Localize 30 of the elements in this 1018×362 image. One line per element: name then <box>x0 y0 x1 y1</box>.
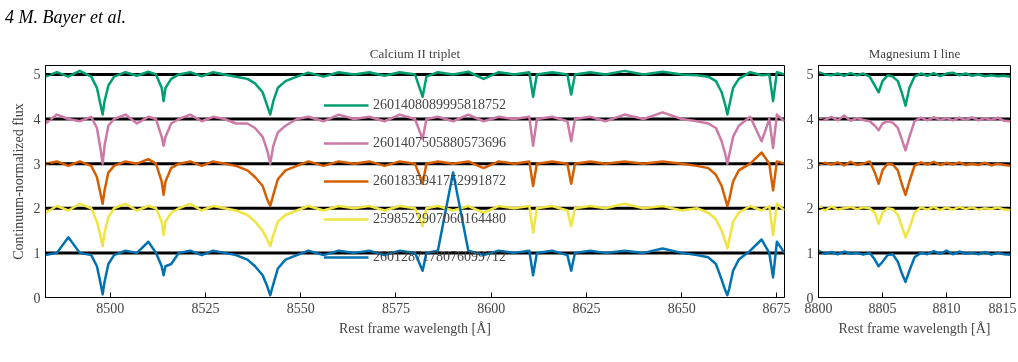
text: 4 M. Bayer et al. <box>5 6 126 29</box>
x-axis-title: Rest frame wavelength [Å] <box>339 320 491 336</box>
y-tick-label: 5 <box>33 67 41 83</box>
y-tick-label: 4 <box>33 112 41 128</box>
x-tick-label: 8500 <box>96 300 125 316</box>
y-tick-label: 4 <box>806 112 814 128</box>
y-tick-label: 5 <box>806 67 814 83</box>
y-tick-label: 3 <box>806 156 814 172</box>
y-tick-label: 0 <box>33 290 41 306</box>
legend-label: 2601408089995818752 <box>373 97 506 113</box>
x-tick-label: 8815 <box>988 300 1017 316</box>
chart-title: Magnesium I line <box>868 45 961 61</box>
x-tick-label: 8675 <box>762 300 791 316</box>
x-tick-label: 8625 <box>572 300 601 316</box>
x-tick-label: 8805 <box>868 300 897 316</box>
y-tick-label: 2 <box>33 201 41 217</box>
y-tick-label: 2 <box>806 201 814 217</box>
y-tick-label: 3 <box>33 156 41 172</box>
x-axis-title: Rest frame wavelength [Å] <box>838 320 991 336</box>
x-tick-label: 8650 <box>667 300 696 316</box>
x-tick-label: 8550 <box>286 300 315 316</box>
y-tick-label: 1 <box>33 245 41 261</box>
x-tick-label: 8600 <box>477 300 506 316</box>
x-tick-label: 8525 <box>191 300 220 316</box>
x-tick-label: 8575 <box>381 300 410 316</box>
x-tick-label: 8810 <box>932 300 961 316</box>
y-axis-title: Continuum-normalized flux <box>10 103 26 260</box>
legend-label: 2601407505880573696 <box>373 135 506 151</box>
y-tick-label: 1 <box>806 245 814 261</box>
chart-title: Calcium II triplet <box>369 45 461 61</box>
